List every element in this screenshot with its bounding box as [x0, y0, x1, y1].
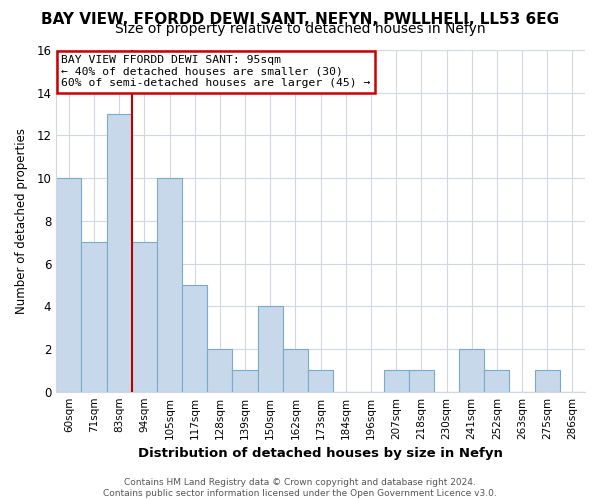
Bar: [132, 242, 157, 392]
Bar: [257, 306, 283, 392]
Text: BAY VIEW FFORDD DEWI SANT: 95sqm
← 40% of detached houses are smaller (30)
60% o: BAY VIEW FFORDD DEWI SANT: 95sqm ← 40% o…: [61, 55, 371, 88]
Bar: [182, 285, 207, 392]
Bar: [535, 370, 560, 392]
Bar: [283, 349, 308, 392]
Bar: [409, 370, 434, 392]
Bar: [207, 349, 232, 392]
Bar: [232, 370, 257, 392]
X-axis label: Distribution of detached houses by size in Nefyn: Distribution of detached houses by size …: [138, 447, 503, 460]
Bar: [308, 370, 333, 392]
Bar: [459, 349, 484, 392]
Text: Size of property relative to detached houses in Nefyn: Size of property relative to detached ho…: [115, 22, 485, 36]
Text: BAY VIEW, FFORDD DEWI SANT, NEFYN, PWLLHELI, LL53 6EG: BAY VIEW, FFORDD DEWI SANT, NEFYN, PWLLH…: [41, 12, 559, 28]
Text: Contains HM Land Registry data © Crown copyright and database right 2024.
Contai: Contains HM Land Registry data © Crown c…: [103, 478, 497, 498]
Bar: [107, 114, 132, 392]
Bar: [157, 178, 182, 392]
Bar: [484, 370, 509, 392]
Bar: [383, 370, 409, 392]
Bar: [56, 178, 82, 392]
Bar: [82, 242, 107, 392]
Y-axis label: Number of detached properties: Number of detached properties: [15, 128, 28, 314]
